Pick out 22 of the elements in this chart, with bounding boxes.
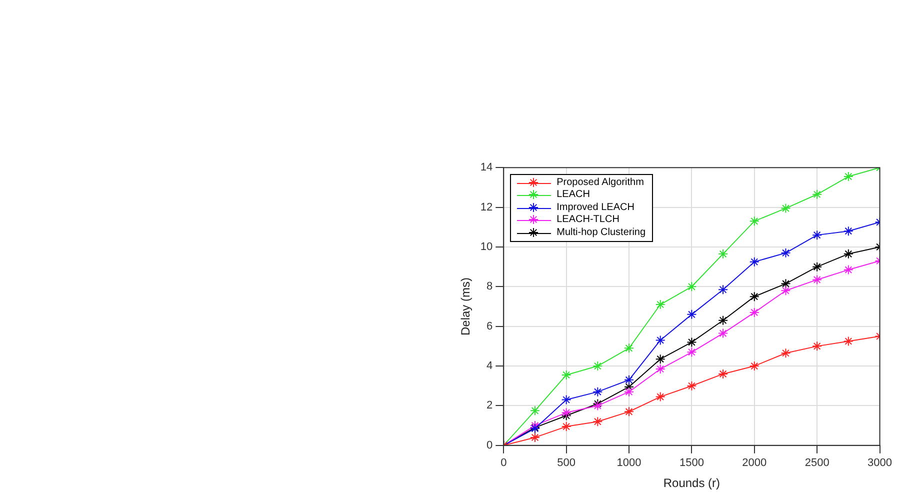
x-tick-label: 0 [500, 457, 507, 470]
x-tick-label: 2500 [804, 457, 830, 470]
legend-label: Multi-hop Clustering [556, 226, 646, 240]
legend-label: Proposed Algorithm [556, 176, 644, 190]
y-tick-label: 0 [486, 439, 493, 452]
y-tick-label: 2 [486, 400, 493, 412]
y-tick-label: 8 [486, 280, 493, 293]
legend-label: LEACH-TLCH [556, 214, 620, 227]
x-axis-title: Rounds (r) [663, 476, 720, 490]
x-tick-label: 1500 [679, 457, 704, 470]
y-axis-title: Delay (ms) [458, 277, 473, 336]
y-tick-label: 14 [480, 162, 493, 174]
legend-label: LEACH [556, 189, 590, 202]
x-tick-label: 3000 [868, 457, 892, 470]
x-tick-label: 500 [557, 457, 576, 470]
y-tick-label: 10 [480, 241, 493, 254]
y-tick-label: 12 [480, 201, 493, 214]
x-tick-label: 1000 [616, 457, 642, 470]
x-tick-label: 2000 [742, 457, 767, 470]
y-tick-label: 6 [486, 320, 493, 332]
y-tick-label: 4 [486, 360, 493, 372]
legend-label: Improved LEACH [556, 202, 634, 214]
